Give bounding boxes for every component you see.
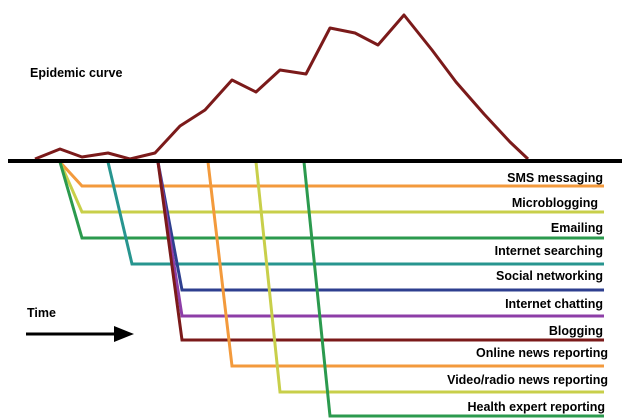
channel-line-sms-messaging — [58, 160, 604, 188]
epidemic-curve — [34, 13, 530, 161]
channel-line-video-radio-news-reporting — [254, 161, 604, 394]
channel-label-microblogging: Microblogging — [512, 196, 598, 210]
channel-line-blogging — [156, 161, 604, 342]
channel-label-online-news-reporting: Online news reporting — [476, 346, 608, 360]
curve-title: Epidemic curve — [30, 66, 122, 80]
channel-line-internet-searching — [106, 161, 604, 266]
channel-label-blogging: Blogging — [549, 324, 603, 338]
channel-label-internet-chatting: Internet chatting — [505, 297, 603, 311]
channel-line-health-expert-reporting — [302, 161, 604, 418]
channel-label-emailing: Emailing — [551, 221, 603, 235]
channel-label-social-networking: Social networking — [496, 269, 603, 283]
channel-line-online-news-reporting — [206, 161, 604, 368]
time-label: Time — [27, 306, 56, 320]
channel-label-internet-searching: Internet searching — [495, 244, 603, 258]
channel-label-video-radio-news-reporting: Video/radio news reporting — [447, 373, 608, 387]
channel-labels: SMS messaging Microblogging Emailing Intern… — [447, 171, 608, 414]
channel-line-microblogging — [58, 161, 604, 214]
channel-line-emailing — [58, 161, 604, 240]
time-arrow-head — [114, 326, 134, 342]
channel-label-sms-messaging: SMS messaging — [507, 171, 603, 185]
channel-label-health-expert-reporting: Health expert reporting — [467, 400, 605, 414]
channel-lines — [58, 160, 604, 418]
